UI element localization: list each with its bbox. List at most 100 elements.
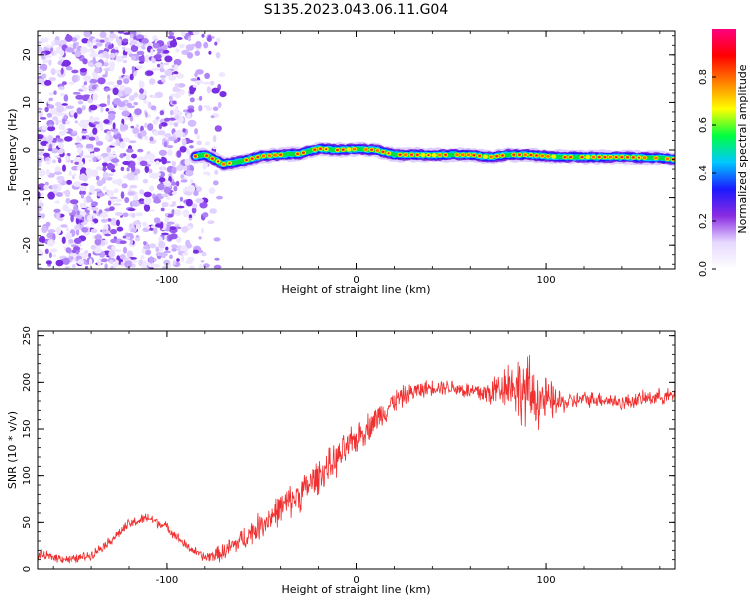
noise-speck <box>152 264 161 268</box>
noise-speck <box>83 81 88 86</box>
noise-speck <box>44 157 50 161</box>
noise-speck <box>122 59 128 64</box>
noise-speck <box>212 106 219 112</box>
noise-speck <box>180 245 188 251</box>
noise-speck <box>209 80 215 86</box>
track-peak <box>585 154 591 160</box>
noise-speck <box>60 224 68 228</box>
noise-speck <box>201 33 205 38</box>
noise-speck <box>202 81 211 85</box>
noise-speck <box>55 135 61 139</box>
noise-speck <box>122 67 126 75</box>
noise-speck <box>199 201 208 209</box>
noise-speck <box>163 49 170 54</box>
snr-plot-area <box>38 331 675 569</box>
noise-speck <box>128 223 135 229</box>
noise-speck <box>110 266 114 269</box>
noise-speck <box>120 123 124 131</box>
noise-speck <box>94 234 103 240</box>
noise-speck <box>51 184 58 190</box>
noise-speck <box>45 169 51 176</box>
noise-speck <box>173 122 179 127</box>
noise-speck <box>80 251 89 259</box>
noise-speck <box>185 239 191 247</box>
noise-speck <box>38 248 43 256</box>
noise-speck <box>187 108 195 113</box>
noise-speck <box>82 58 88 65</box>
y-tick-label: 200 <box>22 373 33 392</box>
noise-speck <box>135 124 140 128</box>
noise-speck <box>177 83 186 88</box>
noise-speck <box>65 155 70 161</box>
track-peak-max <box>598 156 601 159</box>
track-peak-max <box>410 153 413 156</box>
noise-speck <box>201 227 204 234</box>
noise-speck <box>76 107 83 115</box>
noise-speck <box>128 140 137 144</box>
noise-speck <box>79 67 88 73</box>
noise-speck <box>163 141 168 148</box>
noise-speck <box>113 188 119 194</box>
noise-speck <box>102 74 108 78</box>
noise-speck <box>173 71 179 75</box>
noise-speck <box>95 175 100 181</box>
noise-speck <box>164 250 171 254</box>
track-peak-max <box>194 155 197 158</box>
noise-speck <box>204 141 211 146</box>
noise-speck <box>122 160 131 166</box>
noise-speck <box>129 115 134 122</box>
noise-speck <box>92 93 98 101</box>
noise-speck <box>112 87 119 96</box>
noise-speck <box>55 46 63 54</box>
noise-speck <box>193 190 199 197</box>
noise-speck <box>54 200 60 204</box>
noise-speck <box>81 130 88 134</box>
noise-speck <box>164 213 169 217</box>
noise-speck <box>169 226 177 231</box>
noise-speck <box>176 37 183 40</box>
noise-speck <box>102 62 109 67</box>
noise-speck <box>158 177 166 183</box>
noise-speck <box>86 214 93 222</box>
noise-speck <box>91 84 97 90</box>
track-peak <box>420 152 426 158</box>
track-peak-max <box>216 160 220 163</box>
track-peak-max <box>478 154 481 157</box>
noise-speck <box>212 146 218 150</box>
noise-speck <box>78 173 87 181</box>
noise-speck <box>66 179 72 185</box>
noise-speck <box>208 50 212 55</box>
noise-speck <box>117 31 125 34</box>
noise-speck <box>60 92 65 97</box>
noise-speck <box>61 81 67 86</box>
noise-speck <box>39 110 43 119</box>
track-peak-max <box>336 149 339 151</box>
spectrogram-x-ticks: -100 0 100 <box>52 31 661 286</box>
noise-speck <box>110 169 116 173</box>
noise-speck <box>55 259 64 267</box>
noise-speck <box>106 81 115 86</box>
track-peak-core <box>608 155 613 159</box>
noise-speck <box>126 167 130 172</box>
noise-speck <box>216 37 221 43</box>
noise-speck <box>130 44 139 53</box>
noise-speck <box>58 86 65 90</box>
noise-speck <box>101 258 108 263</box>
noise-speck <box>136 50 145 56</box>
noise-speck <box>204 72 211 79</box>
noise-speck <box>73 173 77 178</box>
noise-speck <box>113 249 122 253</box>
noise-speck <box>71 130 78 134</box>
noise-speck <box>80 222 88 225</box>
noise-speck <box>166 221 175 225</box>
noise-speck <box>213 237 221 242</box>
noise-speck <box>148 168 153 174</box>
noise-speck <box>88 159 92 163</box>
track-peak <box>551 154 557 159</box>
noise-speck <box>95 123 104 128</box>
noise-speck <box>79 190 86 196</box>
noise-speck <box>161 193 170 197</box>
noise-speck <box>83 75 92 82</box>
noise-speck <box>108 250 116 258</box>
noise-speck <box>85 143 94 149</box>
